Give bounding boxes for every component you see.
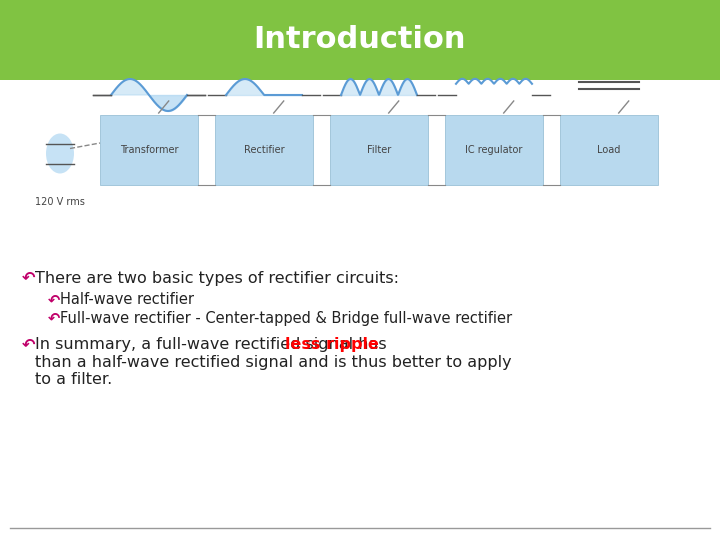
Text: ↶: ↶ <box>22 338 35 353</box>
Text: than a half-wave rectified signal and is thus better to apply: than a half-wave rectified signal and is… <box>35 355 512 370</box>
Text: Full-wave rectifier - Center-tapped & Bridge full-wave rectifier: Full-wave rectifier - Center-tapped & Br… <box>60 310 512 326</box>
Text: ↶: ↶ <box>48 293 60 307</box>
Text: to a filter.: to a filter. <box>35 373 112 388</box>
FancyBboxPatch shape <box>560 115 658 185</box>
Text: Load: Load <box>598 145 621 155</box>
Text: IC regulator: IC regulator <box>465 145 523 155</box>
Text: In summary, a full-wave rectified signal has: In summary, a full-wave rectified signal… <box>35 338 392 353</box>
Text: ↶: ↶ <box>48 310 60 326</box>
FancyBboxPatch shape <box>215 115 313 185</box>
Text: less ripple: less ripple <box>284 338 379 353</box>
FancyBboxPatch shape <box>330 115 428 185</box>
Text: Transformer: Transformer <box>120 145 179 155</box>
FancyBboxPatch shape <box>100 115 198 185</box>
FancyBboxPatch shape <box>445 115 543 185</box>
Text: Filter: Filter <box>367 145 391 155</box>
Ellipse shape <box>46 133 74 173</box>
Text: Half-wave rectifier: Half-wave rectifier <box>60 293 194 307</box>
Text: Introduction: Introduction <box>253 25 467 55</box>
Text: ↶: ↶ <box>22 271 35 286</box>
Text: Rectifier: Rectifier <box>243 145 284 155</box>
FancyBboxPatch shape <box>0 0 720 80</box>
Text: 120 V rms: 120 V rms <box>35 197 85 207</box>
Text: There are two basic types of rectifier circuits:: There are two basic types of rectifier c… <box>35 271 399 286</box>
